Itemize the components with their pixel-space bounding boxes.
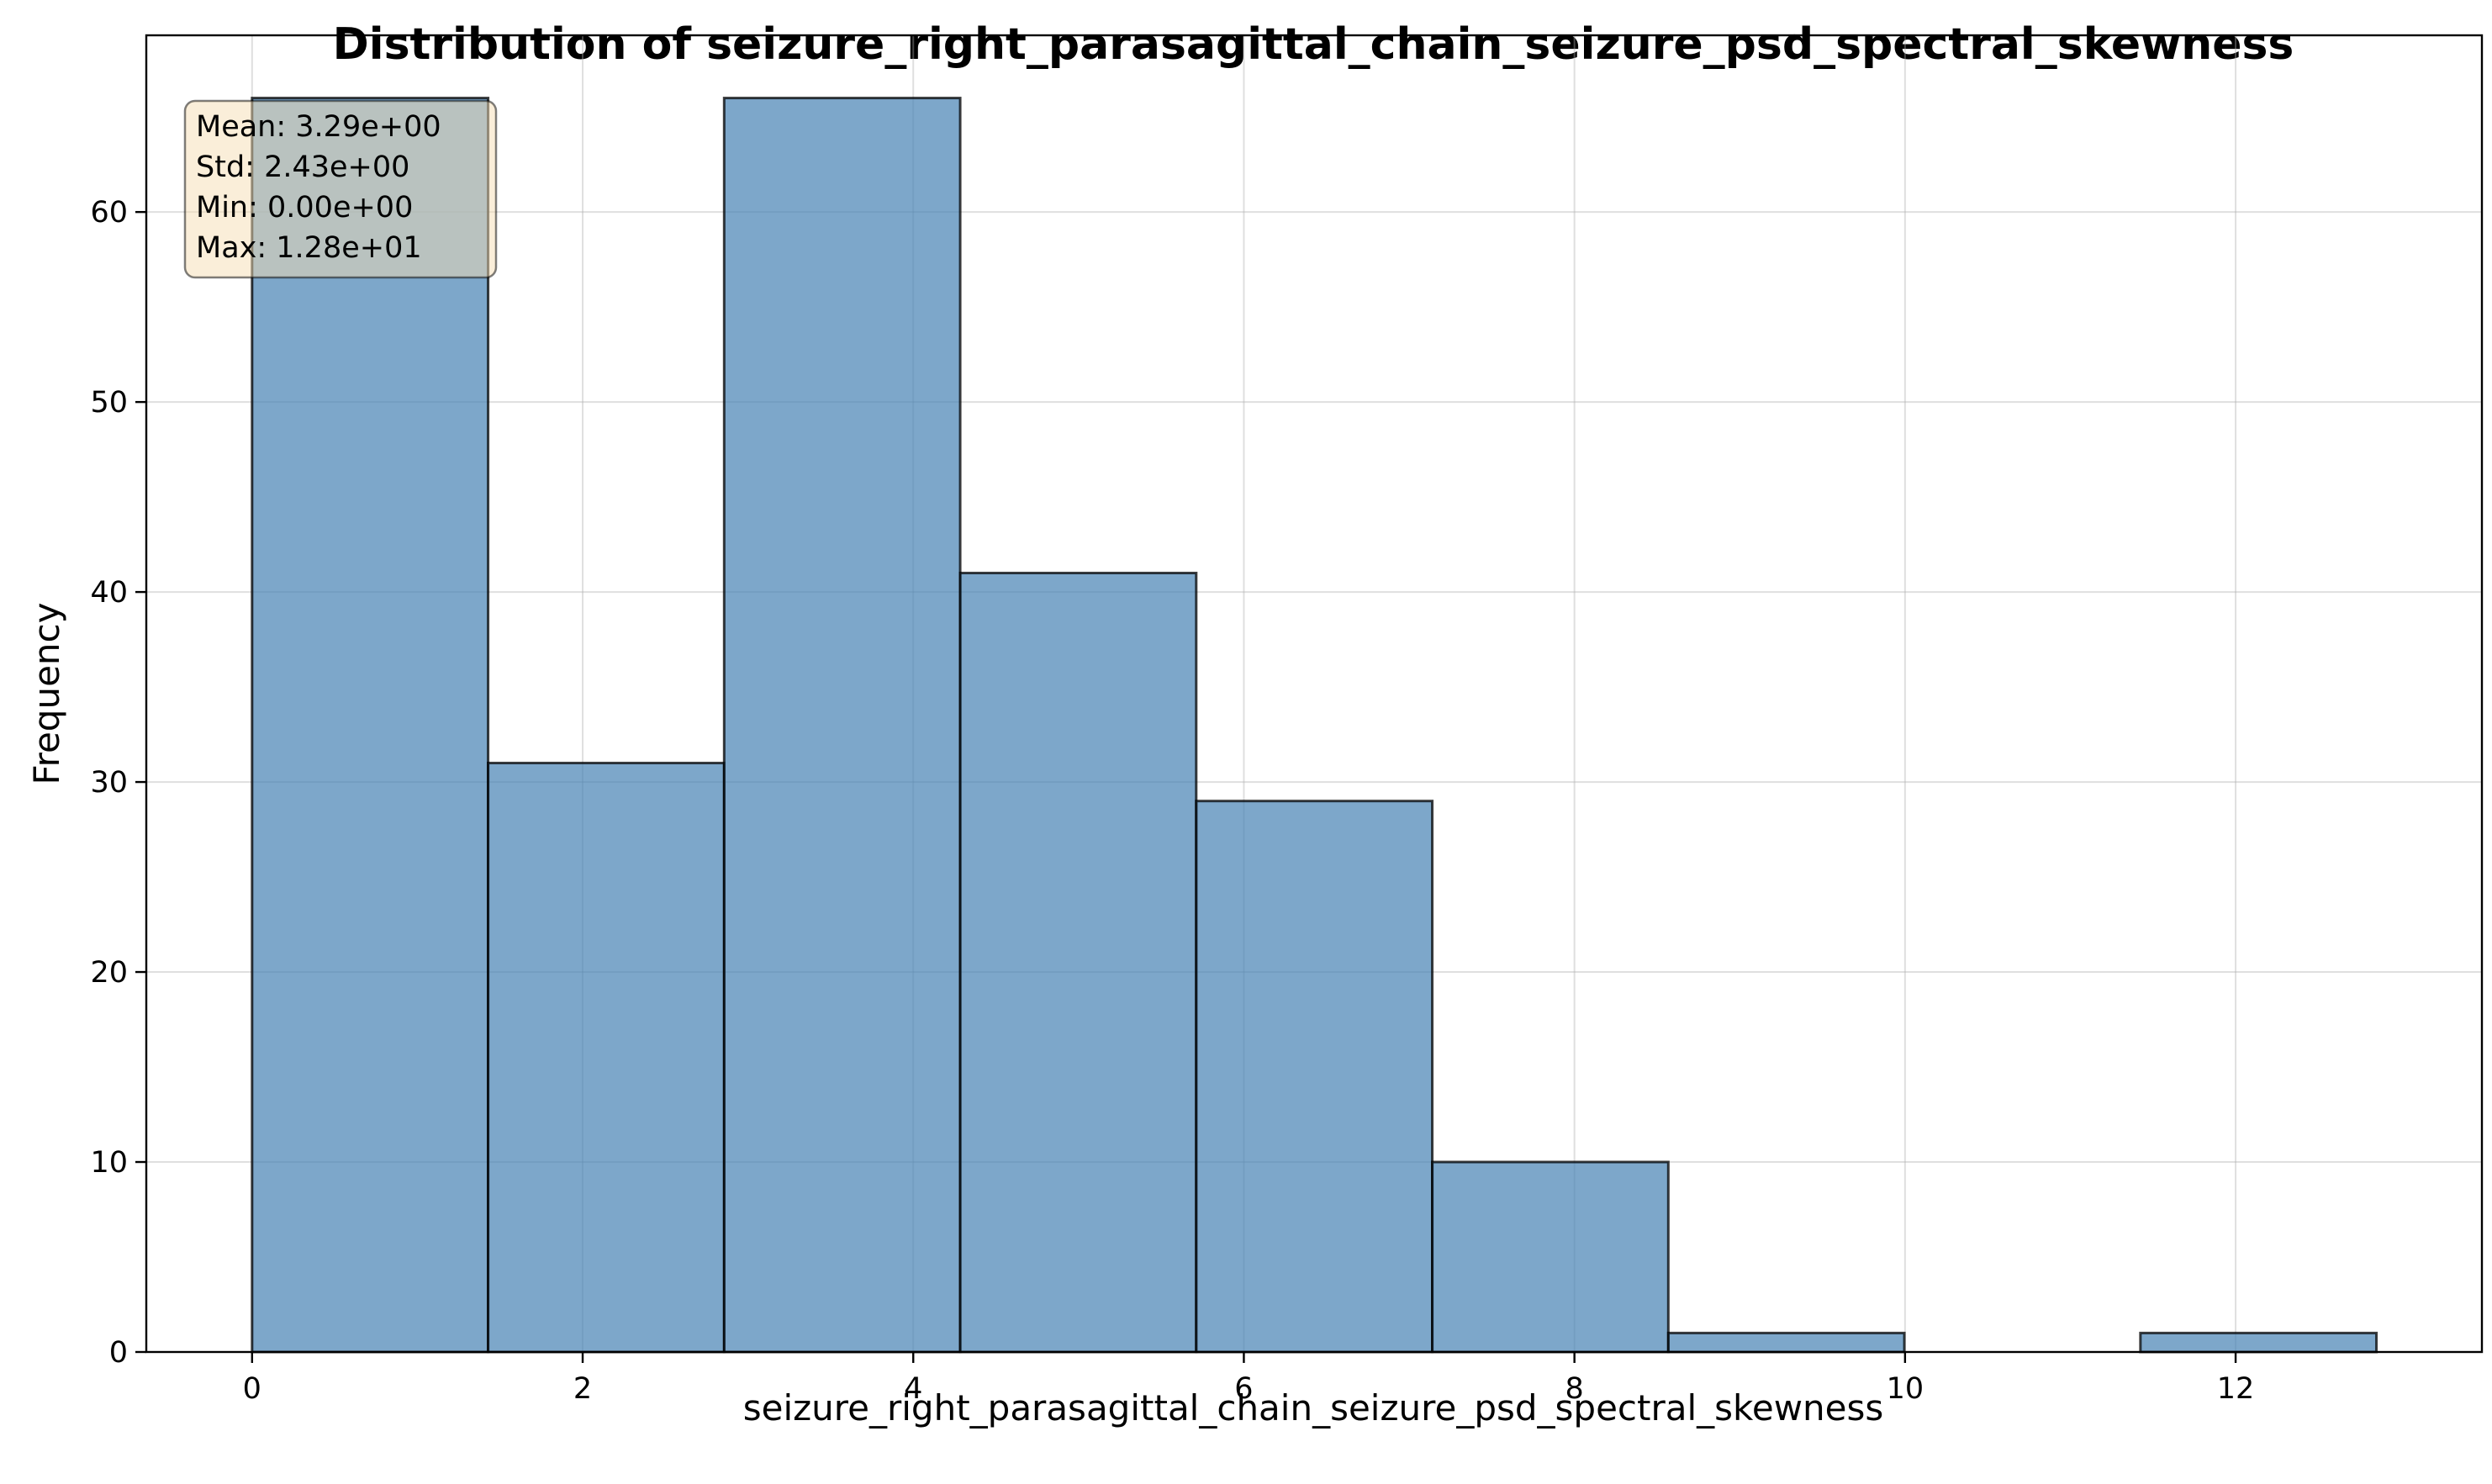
y-tick-label-0: 0 — [109, 1336, 128, 1370]
histogram-bar-8 — [2139, 1331, 2378, 1354]
histogram-bar-3 — [958, 572, 1198, 1354]
y-tick-label-5: 50 — [90, 386, 128, 420]
x-tick-label-5: 10 — [1887, 1372, 1924, 1406]
y-tick-label-6: 60 — [90, 196, 128, 230]
chart-title: Distribution of seizure_right_parasagitt… — [333, 19, 2294, 70]
x-tick-label-6: 12 — [2217, 1372, 2255, 1406]
y-tick-label-1: 10 — [90, 1146, 128, 1180]
stats-min: Min: 0.00e+00 — [196, 191, 413, 224]
stats-box-background — [183, 99, 498, 279]
x-axis-ticks: 0 2 4 6 8 10 12 — [243, 1352, 2255, 1406]
stats-max: Max: 1.28e+01 — [196, 231, 422, 265]
histogram-bar-2 — [722, 97, 962, 1354]
y-tick-label-3: 30 — [90, 766, 128, 800]
histogram-bar-0 — [251, 97, 490, 1354]
histogram-bar-4 — [1195, 800, 1434, 1354]
stats-box: Mean: 3.29e+00 Std: 2.43e+00 Min: 0.00e+… — [183, 99, 498, 279]
x-tick-label-2: 4 — [904, 1372, 922, 1406]
x-tick-label-3: 6 — [1234, 1372, 1253, 1406]
histogram-bar-1 — [487, 761, 726, 1354]
plot-frame — [145, 34, 2484, 1354]
y-axis-label: Frequency — [26, 603, 67, 785]
bars — [251, 97, 2378, 1354]
y-tick-label-4: 40 — [90, 576, 128, 610]
stats-std: Std: 2.43e+00 — [196, 151, 409, 184]
x-tick-label-4: 8 — [1565, 1372, 1584, 1406]
y-axis-ticks: 0 10 20 30 40 50 60 — [90, 196, 146, 1370]
stats-mean: Mean: 3.29e+00 — [196, 110, 441, 144]
x-tick-label-0: 0 — [243, 1372, 261, 1406]
y-tick-label-2: 20 — [90, 956, 128, 990]
histogram-bar-5 — [1431, 1160, 1670, 1354]
x-axis-label: seizure_right_parasagittal_chain_seizure… — [743, 1387, 1884, 1429]
x-tick-label-1: 2 — [573, 1372, 592, 1406]
histogram-bar-6 — [1666, 1331, 1906, 1354]
